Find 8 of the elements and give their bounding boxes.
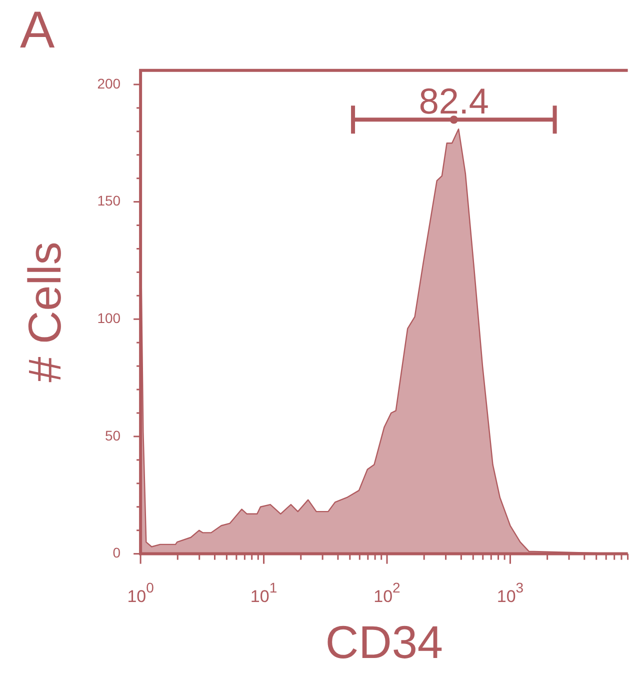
y-tick-label: 200 — [97, 75, 121, 92]
y-axis-title: # Cells — [18, 242, 70, 382]
x-axis-title: CD34 — [325, 616, 443, 668]
y-tick-label: 50 — [104, 427, 121, 444]
chart-title: A — [20, 2, 55, 60]
y-tick-label: 0 — [112, 544, 121, 561]
y-tick-label: 150 — [97, 192, 121, 209]
y-tick-label: 100 — [97, 310, 121, 326]
